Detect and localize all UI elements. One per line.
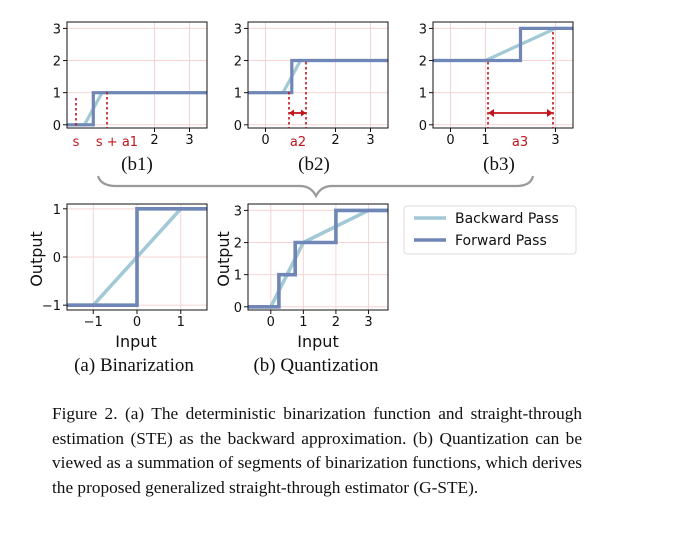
b-ytick-label: 1 bbox=[234, 269, 242, 284]
b3-xtick-label: 3 bbox=[551, 133, 559, 148]
legend: Backward Pass Forward Pass bbox=[403, 205, 577, 255]
a-ylabel: Output bbox=[27, 231, 46, 287]
b1-s-label: s bbox=[73, 135, 80, 150]
b-xtick-label: 2 bbox=[332, 315, 340, 330]
b2-ytick-label: 2 bbox=[234, 55, 242, 70]
b2-a2-label: a2 bbox=[290, 135, 306, 150]
b-ylabel: Output bbox=[214, 231, 233, 287]
label-a-binarization: (a) Binarization bbox=[74, 355, 194, 376]
panel-b3-plot: 0 1 3 3 2 1 0 bbox=[419, 21, 574, 148]
label-b-quantization: (b) Quantization bbox=[253, 355, 379, 376]
grouping-brace bbox=[96, 175, 535, 199]
a-xlabel: Input bbox=[115, 332, 156, 351]
b1-ytick-label: 1 bbox=[53, 87, 61, 102]
b2-frame bbox=[247, 21, 389, 129]
b3-arrow-left-head bbox=[488, 109, 494, 117]
b3-forward-line bbox=[433, 26, 573, 63]
b2-xtick-label: 2 bbox=[331, 133, 339, 148]
b2-ytick-label: 3 bbox=[234, 22, 242, 37]
b1-xtick-label: 3 bbox=[185, 133, 193, 148]
b-ytick-label: 0 bbox=[234, 301, 242, 316]
b-xtick-label: 3 bbox=[364, 315, 372, 330]
panel-a-plot: −1 0 1 1 0 −1 bbox=[42, 203, 208, 330]
b2-xtick-label: 0 bbox=[261, 133, 269, 148]
b3-a3-label: a3 bbox=[512, 135, 528, 150]
b-xtick-label: 0 bbox=[267, 315, 275, 330]
b1-backward-line bbox=[67, 91, 207, 127]
b3-ytick-label: 3 bbox=[419, 22, 427, 37]
panel-b2-plot: 0 2 3 3 2 1 0 bbox=[234, 21, 389, 148]
b3-xtick-label: 0 bbox=[446, 133, 454, 148]
b1-xtick-label: 2 bbox=[150, 133, 158, 148]
b-backward-line bbox=[248, 208, 388, 309]
a-xtick-label: 0 bbox=[133, 315, 141, 330]
a-xtick-label: −1 bbox=[84, 315, 103, 330]
b3-ytick-label: 1 bbox=[419, 87, 427, 102]
b3-frame bbox=[432, 21, 574, 129]
panel-b1-plot: 2 3 3 2 1 0 bbox=[53, 21, 208, 148]
b3-backward-line bbox=[433, 26, 573, 63]
b1-ytick-label: 2 bbox=[53, 55, 61, 70]
figure-caption: Figure 2. (a) The deterministic binariza… bbox=[52, 404, 582, 497]
b-xlabel: Input bbox=[297, 332, 338, 351]
b-xtick-label: 1 bbox=[299, 315, 307, 330]
b3-ytick-label: 2 bbox=[419, 55, 427, 70]
a-forward-line bbox=[67, 207, 207, 308]
b1-forward-line bbox=[67, 91, 207, 127]
a-ytick-label: 0 bbox=[53, 251, 61, 266]
b-ytick-label: 3 bbox=[234, 204, 242, 219]
b3-xtick-label: 1 bbox=[481, 133, 489, 148]
legend-forward-label: Forward Pass bbox=[455, 233, 547, 249]
a-ytick-label: −1 bbox=[42, 299, 61, 314]
red-annotations: s s + a1 a2 a3 bbox=[73, 32, 554, 150]
label-b2: (b2) bbox=[298, 154, 330, 175]
legend-backward-label: Backward Pass bbox=[455, 211, 559, 227]
b3-arrow-right-head bbox=[547, 109, 553, 117]
b-frame bbox=[247, 203, 389, 311]
label-b1: (b1) bbox=[121, 154, 153, 175]
b-forward-line bbox=[248, 208, 388, 309]
b2-arrow-left-head bbox=[289, 109, 294, 117]
a-ytick-label: 1 bbox=[53, 203, 61, 218]
b2-xtick-label: 3 bbox=[366, 133, 374, 148]
b2-backward-line bbox=[248, 58, 388, 95]
panel-b-plot: 0 1 2 3 3 2 1 0 bbox=[234, 203, 389, 330]
b1-frame bbox=[66, 21, 208, 129]
b1-ytick-label: 3 bbox=[53, 22, 61, 37]
b-ytick-label: 2 bbox=[234, 237, 242, 252]
b2-ytick-label: 1 bbox=[234, 87, 242, 102]
b2-forward-line bbox=[248, 58, 388, 95]
b1-ytick-label: 0 bbox=[53, 119, 61, 134]
legend-box bbox=[403, 205, 577, 255]
b1-sa1-label: s + a1 bbox=[96, 135, 138, 150]
b2-ytick-label: 0 bbox=[234, 119, 242, 134]
a-xtick-label: 1 bbox=[177, 315, 185, 330]
label-b3: (b3) bbox=[483, 154, 515, 175]
b3-ytick-label: 0 bbox=[419, 119, 427, 134]
b2-arrow-right-head bbox=[301, 109, 306, 117]
